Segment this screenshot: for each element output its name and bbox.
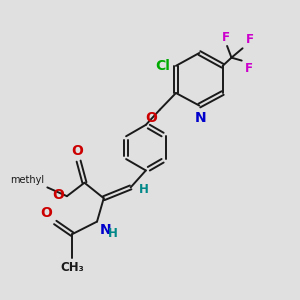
Text: H: H [139, 183, 149, 196]
Text: F: F [244, 62, 253, 75]
Text: Cl: Cl [155, 59, 170, 73]
Text: N: N [195, 111, 207, 125]
Text: methyl: methyl [10, 175, 44, 185]
Text: F: F [222, 31, 230, 44]
Text: O: O [146, 111, 158, 125]
Text: O: O [40, 206, 52, 220]
Text: F: F [245, 33, 253, 46]
Text: N: N [99, 223, 111, 237]
Text: O: O [52, 188, 64, 202]
Text: H: H [108, 227, 118, 240]
Text: CH₃: CH₃ [60, 261, 84, 274]
Text: O: O [71, 144, 83, 158]
